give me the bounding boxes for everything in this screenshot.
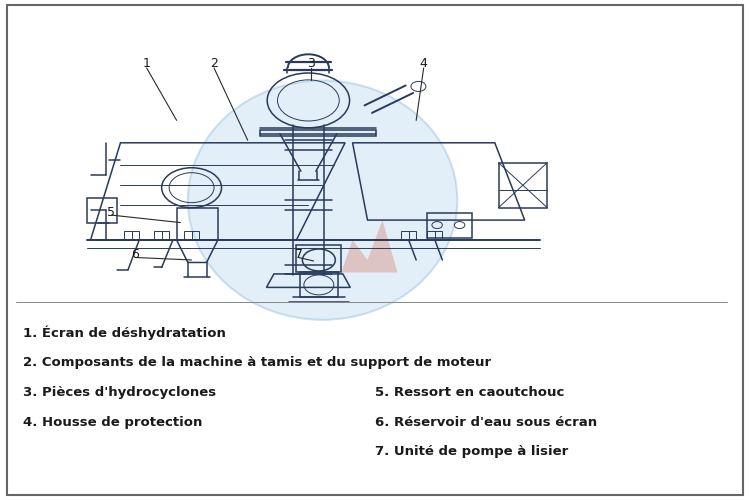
Text: 7. Unité de pompe à lisier: 7. Unité de pompe à lisier [375,446,568,458]
Bar [300,272,338,297]
Text: 2: 2 [210,56,218,70]
Text: 2. Composants de la machine à tamis et du support de moteur: 2. Composants de la machine à tamis et d… [23,356,491,368]
Text: 5: 5 [107,206,116,219]
Bar [401,231,416,240]
Polygon shape [341,220,398,272]
Text: 4. Housse de protection: 4. Housse de protection [23,416,202,428]
Bar [184,231,199,240]
Bar [427,212,472,238]
Bar [427,231,442,240]
Text: 3. Pièces d'hydrocyclones: 3. Pièces d'hydrocyclones [23,386,216,398]
Bar [296,245,341,272]
Text: 1: 1 [142,56,151,70]
Text: 6: 6 [131,248,140,262]
Text: 5. Ressort en caoutchouc: 5. Ressort en caoutchouc [375,386,564,398]
Text: 4: 4 [420,56,428,70]
Text: 7: 7 [295,248,303,262]
Ellipse shape [188,80,458,320]
Bar [176,208,218,240]
Bar [260,130,376,136]
Text: 3: 3 [308,56,315,70]
Text: 6. Réservoir d'eau sous écran: 6. Réservoir d'eau sous écran [375,416,597,428]
Bar [499,162,548,208]
Text: 1. Écran de déshydratation: 1. Écran de déshydratation [23,325,226,340]
Bar [124,231,140,240]
Bar [87,198,117,222]
Bar [154,231,170,240]
